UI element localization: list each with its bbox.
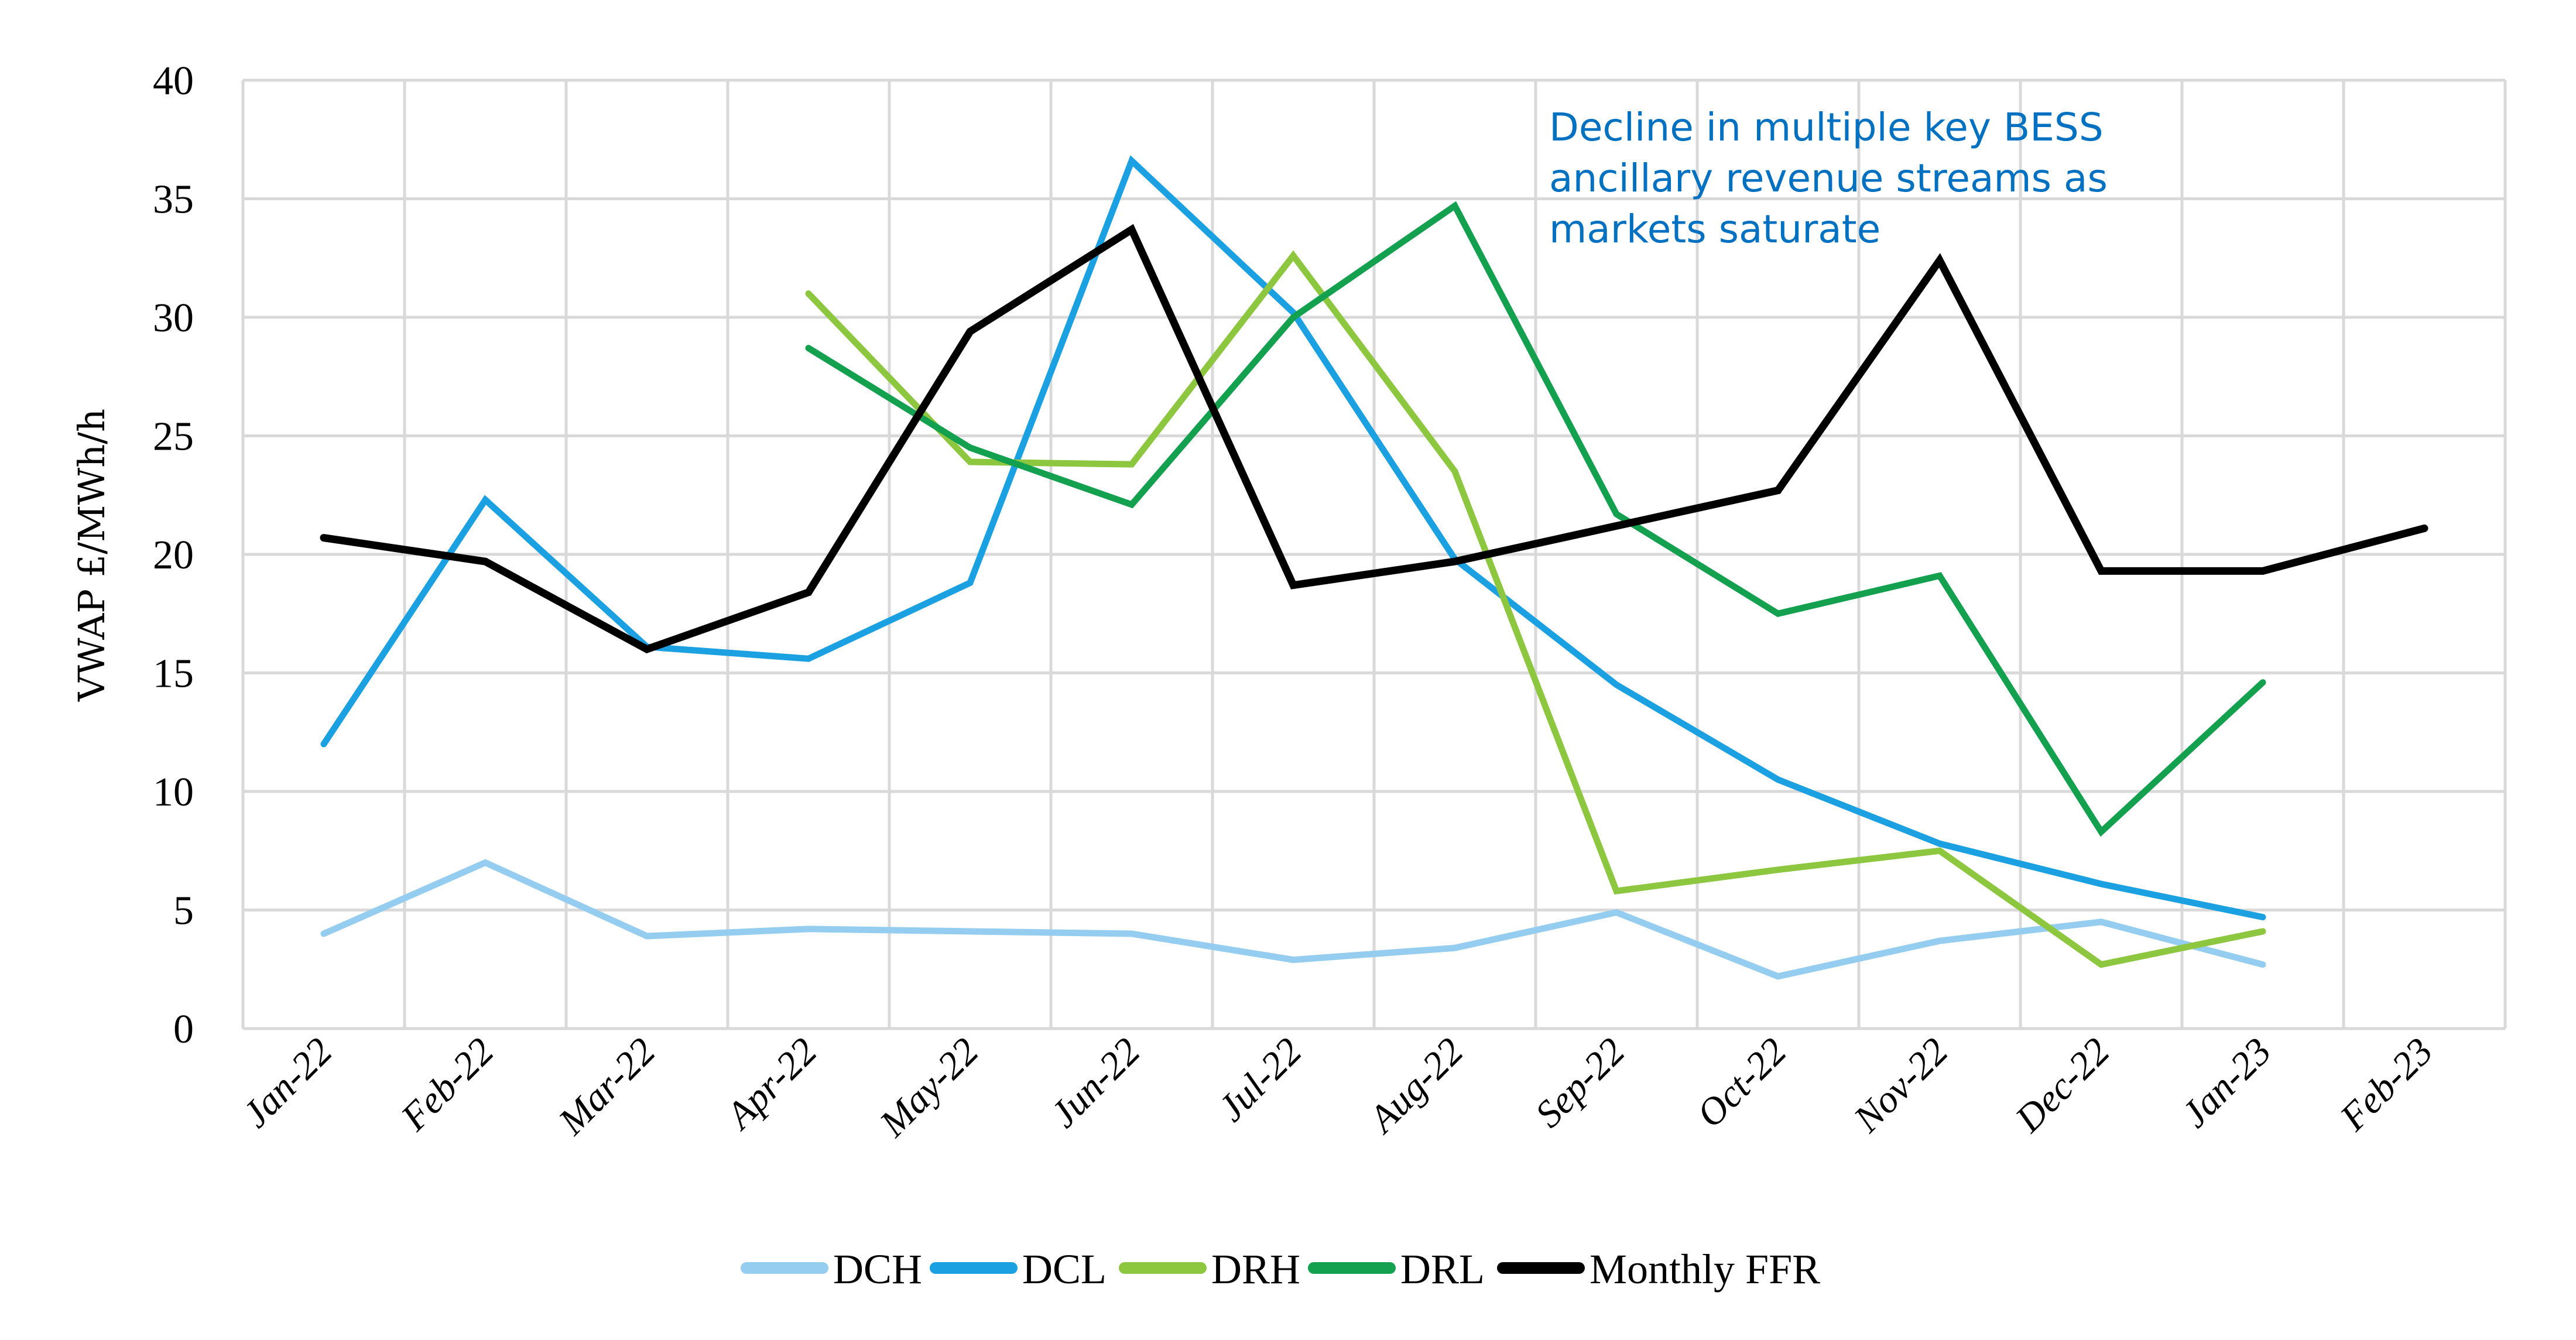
series-monthly-ffr (320, 224, 2428, 654)
y-tick-label: 25 (153, 414, 194, 460)
x-tick-label: Feb-22 (393, 1030, 502, 1139)
x-axis-ticks: Jan-22 Feb-22 Mar-22 Apr-22 May-22 Jun-22 Jul-… (234, 1030, 2441, 1145)
legend-label: DCL (1022, 1246, 1107, 1293)
x-tick-label: Dec-22 (2007, 1030, 2118, 1141)
legend-label: DRL (1400, 1246, 1485, 1293)
series-dcl (320, 155, 2266, 921)
series-lines (320, 155, 2428, 980)
x-tick-label: Jul-22 (1210, 1030, 1310, 1130)
x-tick-label: Mar-22 (550, 1030, 664, 1143)
y-tick-label: 10 (153, 770, 194, 815)
legend-item: DCH (741, 1246, 922, 1293)
x-tick-label: Jan-23 (2173, 1030, 2279, 1136)
legend-item: DRL (1308, 1246, 1485, 1293)
annotation: Decline in multiple key BESS ancillary r… (1549, 105, 2108, 252)
series-dch (320, 859, 2266, 980)
legend-item: DCL (930, 1246, 1107, 1293)
x-tick-label: Oct-22 (1688, 1030, 1794, 1136)
legend-item: Monthly FFR (1497, 1246, 1820, 1293)
annotation-line: ancillary revenue streams as (1549, 156, 2108, 201)
series-line (320, 224, 2428, 654)
y-tick-label: 5 (173, 889, 194, 934)
series-line (805, 250, 2266, 968)
x-tick-label: Feb-23 (2332, 1030, 2441, 1139)
x-tick-label: Jan-22 (234, 1030, 340, 1136)
y-axis-title: VWAP £/MWh/h (70, 409, 113, 702)
gridlines (241, 78, 2507, 1030)
x-tick-label: Aug-22 (1359, 1030, 1472, 1142)
y-tick-label: 30 (153, 296, 194, 341)
legend: DCH DCL DRH DRL Monthly FFR (741, 1246, 1820, 1293)
legend-label: DCH (833, 1246, 922, 1293)
x-tick-label: Nov-22 (1845, 1030, 1957, 1141)
legend-label: DRH (1211, 1246, 1300, 1293)
series-drh (805, 250, 2266, 968)
series-line (320, 155, 2266, 921)
annotation-line: markets saturate (1549, 207, 1880, 252)
x-tick-label: Sep-22 (1527, 1030, 1633, 1136)
y-tick-label: 35 (153, 177, 194, 222)
y-tick-label: 40 (153, 59, 194, 104)
legend-label: Monthly FFR (1590, 1246, 1820, 1293)
series-drl (805, 201, 2266, 837)
legend-item: DRH (1119, 1246, 1300, 1293)
annotation-line: Decline in multiple key BESS (1549, 105, 2104, 150)
x-tick-label: May-22 (871, 1030, 986, 1145)
y-tick-label: 20 (153, 533, 194, 578)
y-tick-label: 15 (153, 652, 194, 697)
x-tick-label: Apr-22 (717, 1030, 825, 1139)
series-line (320, 859, 2266, 980)
series-line (805, 201, 2266, 837)
y-axis-ticks: 0 5 10 15 20 25 30 35 40 (153, 59, 194, 1052)
y-tick-label: 0 (173, 1007, 194, 1052)
x-tick-label: Jun-22 (1042, 1030, 1148, 1136)
